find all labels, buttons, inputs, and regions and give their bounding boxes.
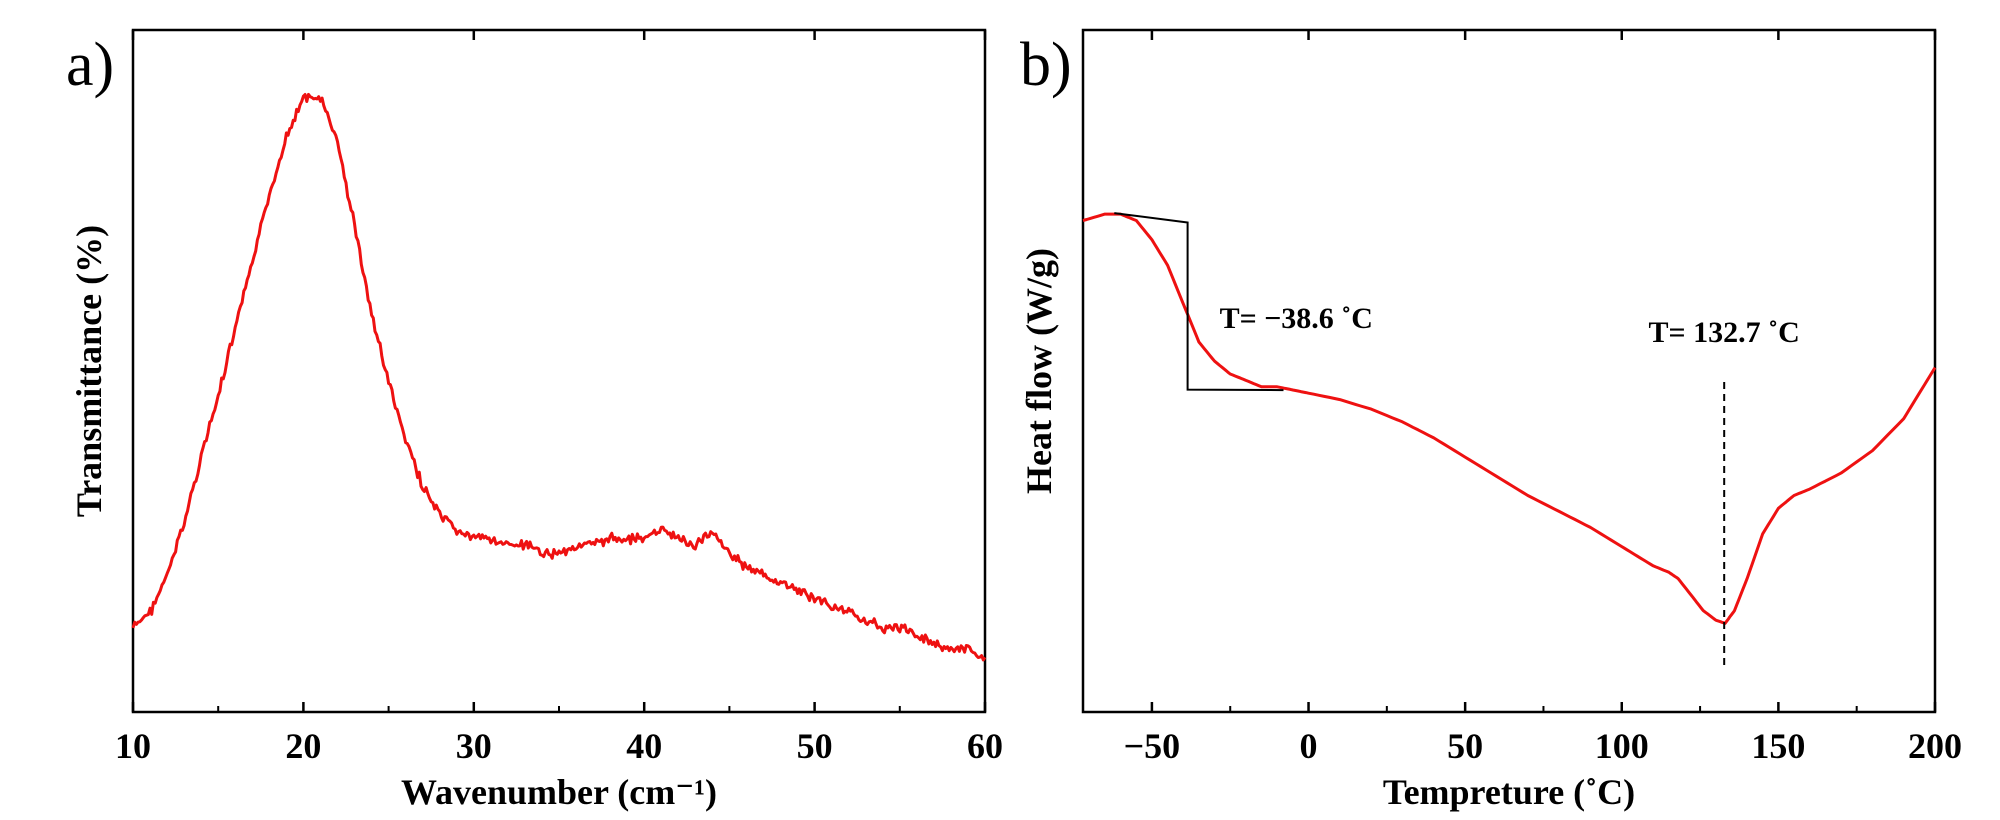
x-tick-label: 0 (1300, 726, 1318, 766)
x-axis-label: Tempreture (˚C) (1383, 772, 1635, 812)
plot-frame (131, 28, 987, 714)
tangent-construction (1114, 212, 1284, 392)
x-axis-label: Wavenumber (cm⁻¹) (401, 772, 717, 812)
x-tick-label: 100 (1595, 726, 1649, 766)
x-tick-label: 40 (626, 726, 662, 766)
panel-b: b) −50 0 50 100 150 200 Tempreture (˚C) Heat flo… (1019, 28, 1962, 812)
x-tick-label: 200 (1908, 726, 1962, 766)
annotation-melting-point: T= 132.7 ˚C (1649, 316, 1800, 349)
x-tick-label: −50 (1124, 726, 1181, 766)
annotation-glass-transition: T= −38.6 ˚C (1220, 302, 1373, 335)
panel-label: a) (66, 31, 114, 99)
x-tick-label: 60 (967, 726, 1003, 766)
x-tick-label: 50 (797, 726, 833, 766)
x-tick-label: 20 (285, 726, 321, 766)
plot-frame (1081, 28, 1937, 714)
x-tick-label: 30 (456, 726, 492, 766)
x-tick-label: 150 (1751, 726, 1805, 766)
x-tick-label: 10 (115, 726, 151, 766)
x-tick-label: 50 (1447, 726, 1483, 766)
y-axis-label: Transmittance (%) (69, 225, 109, 517)
series-line (1082, 212, 1937, 625)
panel-label: b) (1020, 31, 1072, 99)
series-line (131, 92, 987, 662)
y-axis-label: Heat flow (W/g) (1019, 248, 1059, 494)
panel-a: a) 10 20 30 40 50 60 Wavenumber (cm⁻¹) Transmitt… (66, 28, 1003, 812)
